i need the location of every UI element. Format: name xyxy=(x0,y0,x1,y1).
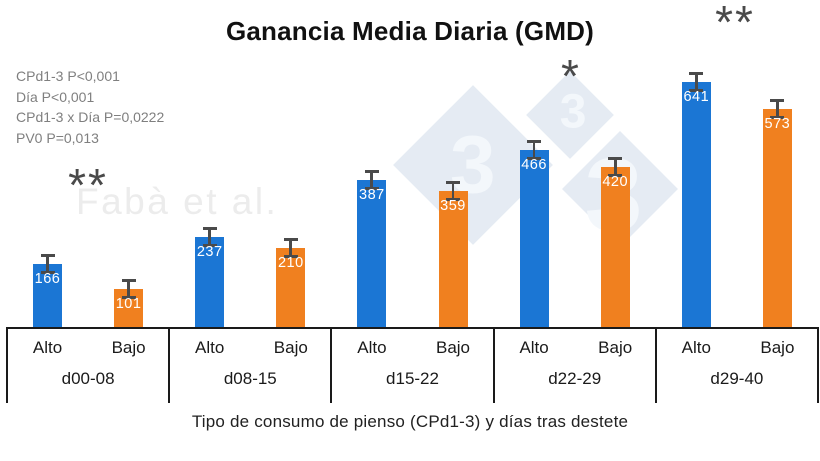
bar-bajo-d15-22 xyxy=(438,190,468,328)
group-label-d22-29: d22-29 xyxy=(548,369,602,388)
tick-label-bajo-d22-29: Bajo xyxy=(598,338,633,357)
bar-alto-d15-22 xyxy=(357,179,387,328)
error-bar-part xyxy=(289,237,293,258)
bar-bajo-d22-29 xyxy=(600,167,630,328)
tick-label-bajo-d08-15: Bajo xyxy=(273,338,308,357)
error-bar xyxy=(364,169,379,190)
tick-label-bajo-d00-08: Bajo xyxy=(111,338,146,357)
bar-alto-d29-40 xyxy=(681,82,711,328)
axis-separator xyxy=(168,327,171,403)
error-bar-part xyxy=(364,186,379,190)
error-bar-part xyxy=(775,98,779,119)
bar-bajo-d29-40 xyxy=(762,108,792,328)
tick-label-alto-d15-22: Alto xyxy=(357,338,387,357)
error-bar xyxy=(202,227,217,248)
error-bar xyxy=(689,72,704,93)
axis-separator xyxy=(492,327,495,403)
bar-value-label: 237 xyxy=(196,244,223,261)
error-bar xyxy=(40,254,55,275)
tick-label-alto-d29-40: Alto xyxy=(681,338,711,357)
bar-alto-d22-29 xyxy=(519,149,549,328)
chart-title: Ganancia Media Diaria (GMD) xyxy=(225,16,595,46)
bar-value-label: 210 xyxy=(277,254,304,271)
group-label-d29-40: d29-40 xyxy=(710,369,764,388)
error-bar-part xyxy=(446,197,460,201)
stat-line-0: CPd1-3 P<0,001 xyxy=(16,68,120,84)
axis-separator xyxy=(817,327,819,403)
error-bar xyxy=(527,139,542,160)
error-bar-part xyxy=(451,180,455,201)
error-bar-part xyxy=(370,169,374,190)
bar-bajo-d08-15 xyxy=(276,247,306,328)
axis-separator xyxy=(6,327,8,403)
error-bar-part xyxy=(121,296,136,300)
tick-label-alto-d00-08: Alto xyxy=(32,338,63,357)
tick-label-bajo-d15-22: Bajo xyxy=(435,338,471,357)
bar-value-label: 420 xyxy=(602,174,629,191)
axis-baseline xyxy=(7,326,818,329)
tick-label-bajo-d29-40: Bajo xyxy=(760,338,795,357)
axis-separator xyxy=(654,327,657,403)
bar-value-label: 166 xyxy=(34,271,61,288)
group-label-d15-22: d15-22 xyxy=(386,369,439,388)
stat-line-1: Día P<0,001 xyxy=(16,88,95,105)
error-bar-part xyxy=(527,156,542,160)
tick-label-alto-d22-29: Alto xyxy=(519,338,549,357)
bar-value-label: 359 xyxy=(440,197,466,214)
stats-block: CPd1-3 P<0,001 Día P<0,001 CPd1-3 x Día P=… xyxy=(16,66,164,148)
author-watermark: Fabà et al. xyxy=(76,181,279,222)
significance-mark-d29-40: ** xyxy=(715,0,755,48)
axis-separator xyxy=(330,327,333,403)
error-bar-part xyxy=(40,271,55,275)
error-bar xyxy=(446,180,460,201)
error-bar-part xyxy=(127,279,130,300)
bar-alto-d00-08 xyxy=(33,264,62,328)
bar-value-label: 466 xyxy=(521,156,547,173)
error-bar xyxy=(283,237,298,258)
error-bar-part xyxy=(694,72,698,93)
error-bar-part xyxy=(613,157,617,178)
bar-value-label: 387 xyxy=(359,186,385,203)
error-bar xyxy=(770,98,785,119)
significance-mark-d00-08: ** xyxy=(68,159,108,211)
error-bar-part xyxy=(770,115,785,119)
bar-value-label: 573 xyxy=(764,115,791,132)
tick-label-alto-d08-15: Alto xyxy=(195,338,225,357)
bar-value-label: 101 xyxy=(115,296,142,313)
x-axis-label: Tipo de consumo de pienso (CPd1-3) y día… xyxy=(191,412,629,431)
error-bar-part xyxy=(46,254,49,275)
error-bar-part xyxy=(202,244,217,248)
bar-value-label: 641 xyxy=(683,89,710,106)
stat-line-2: CPd1-3 x Día P=0,0222 xyxy=(16,109,165,125)
significance-mark-d22-29: * xyxy=(561,50,581,102)
error-bar-part xyxy=(208,227,212,248)
error-bar xyxy=(608,157,623,178)
error-bar xyxy=(121,279,136,300)
error-bar-part xyxy=(689,89,704,93)
stat-line-3: PV0 P=0,013 xyxy=(16,129,99,146)
group-label-d08-15: d08-15 xyxy=(223,369,277,388)
error-bar-part xyxy=(608,174,623,178)
error-bar-part xyxy=(532,139,536,160)
group-label-d00-08: d00-08 xyxy=(61,369,115,388)
bar-alto-d08-15 xyxy=(195,237,225,328)
error-bar-part xyxy=(283,254,298,258)
